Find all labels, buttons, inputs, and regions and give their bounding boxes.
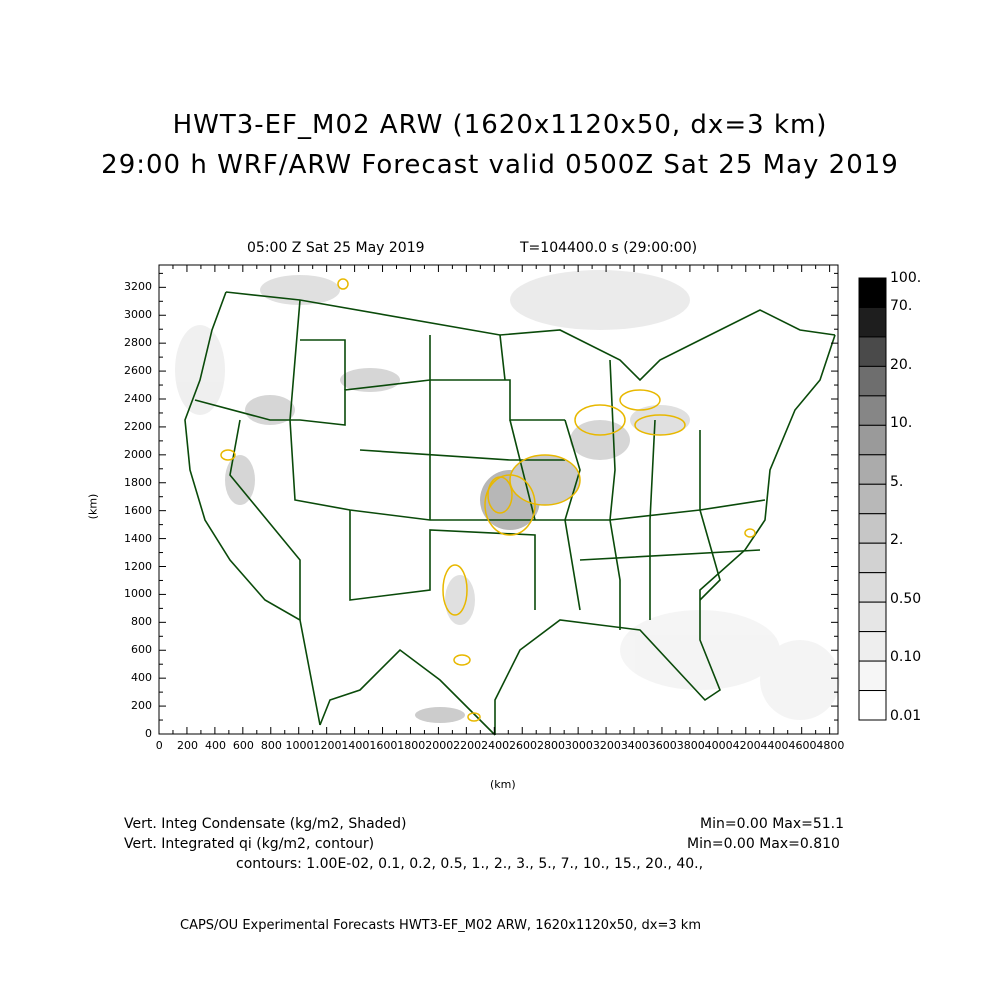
colorbar-swatch xyxy=(858,277,887,308)
x-tick-label: 3800 xyxy=(676,739,705,752)
x-axis-label: (km) xyxy=(490,778,516,791)
field1-range: Min=0.00 Max=51.1 xyxy=(700,816,845,832)
y-tick-label: 1600 xyxy=(124,503,152,517)
x-tick-label: 1800 xyxy=(397,739,426,752)
colorbar-label: 2. xyxy=(890,532,904,548)
x-tick-label: 200 xyxy=(177,739,199,752)
colorbar-swatch xyxy=(858,306,887,338)
y-tick-label: 0 xyxy=(145,727,152,740)
x-tick-label: 4400 xyxy=(760,739,789,752)
x-tick-label: 800 xyxy=(260,739,282,752)
x-tick-label: 3200 xyxy=(592,739,621,752)
x-tick-label: 4000 xyxy=(704,739,733,752)
colorbar-swatch xyxy=(858,542,887,574)
title-line-2: 29:00 h WRF/ARW Forecast valid 0500Z Sat… xyxy=(101,150,899,180)
colorbar-label: 10. xyxy=(890,415,913,431)
y-tick-label: 1000 xyxy=(124,587,152,601)
y-tick-label: 2600 xyxy=(124,364,152,378)
y-tick-label: 1400 xyxy=(124,531,152,545)
colorbar-swatch xyxy=(858,513,887,544)
colorbar-swatch xyxy=(858,660,887,692)
y-tick-label: 3000 xyxy=(124,308,152,322)
x-tick-label: 0 xyxy=(155,739,163,752)
colorbar-swatch xyxy=(858,395,887,426)
y-axis-label: (km) xyxy=(86,493,100,520)
condensate-shading xyxy=(175,270,840,723)
colorbar-label: 0.10 xyxy=(890,649,922,665)
colorbar xyxy=(858,277,887,721)
x-tick-label: 1000 xyxy=(285,739,314,752)
field2-label: Vert. Integrated qi (kg/m2, contour) xyxy=(124,836,375,852)
colorbar-swatch xyxy=(858,572,887,603)
plot-model-time: T=104400.0 s (29:00:00) xyxy=(520,240,698,256)
colorbar-swatch xyxy=(858,483,887,515)
colorbar-label: 70. xyxy=(890,298,913,314)
x-tick-label: 3400 xyxy=(620,739,649,752)
x-tick-label: 2200 xyxy=(453,739,482,752)
title-line-1: HWT3-EF_M02 ARW (1620x1120x50, dx=3 km) xyxy=(172,110,828,140)
colorbar-swatch xyxy=(858,454,887,485)
y-tick-label: 2400 xyxy=(124,392,152,405)
colorbar-label: 0.01 xyxy=(890,708,922,724)
colorbar-label: 5. xyxy=(890,474,904,490)
contour-levels: contours: 1.00E-02, 0.1, 0.2, 0.5, 1., 2… xyxy=(236,856,704,872)
field1-label: Vert. Integ Condensate (kg/m2, Shaded) xyxy=(124,816,407,832)
x-tick-label: 400 xyxy=(204,739,226,752)
x-tick-label: 4600 xyxy=(788,739,817,752)
field2-range: Min=0.00 Max=0.810 xyxy=(687,836,840,852)
x-tick-label: 4800 xyxy=(816,739,845,752)
colorbar-swatch xyxy=(858,424,887,456)
colorbar-swatch xyxy=(858,601,887,633)
x-tick-label: 2800 xyxy=(536,739,565,752)
y-tick-label: 600 xyxy=(131,643,152,657)
qi-contours xyxy=(220,278,756,722)
y-tick-label: 3200 xyxy=(124,280,152,294)
x-tick-label: 1600 xyxy=(369,739,398,752)
x-tick-label: 2400 xyxy=(481,739,510,752)
x-tick-label: 2000 xyxy=(425,739,454,752)
x-tick-label: 1400 xyxy=(341,739,370,752)
y-tick-label: 200 xyxy=(131,699,152,713)
x-tick-label: 600 xyxy=(232,739,254,752)
y-tick-label: 2000 xyxy=(124,447,152,461)
y-tick-label: 2200 xyxy=(124,419,152,433)
colorbar-swatch xyxy=(858,631,887,662)
y-tick-label: 2800 xyxy=(124,336,152,350)
plot-frame xyxy=(158,264,839,735)
y-tick-label: 1200 xyxy=(124,559,152,573)
plot-valid-time: 05:00 Z Sat 25 May 2019 xyxy=(247,240,425,256)
y-tick-label: 1800 xyxy=(124,475,152,489)
colorbar-swatch xyxy=(858,365,887,397)
colorbar-label: 20. xyxy=(890,357,913,373)
colorbar-swatch xyxy=(858,690,887,721)
colorbar-swatch xyxy=(858,336,887,367)
colorbar-label: 0.50 xyxy=(890,591,922,607)
colorbar-label: 100. xyxy=(890,270,922,286)
x-tick-label: 4200 xyxy=(732,739,761,752)
credit-line: CAPS/OU Experimental Forecasts HWT3-EF_M… xyxy=(180,918,701,933)
x-tick-label: 1200 xyxy=(313,739,342,752)
y-tick-label: 400 xyxy=(131,671,152,685)
x-tick-label: 3600 xyxy=(648,739,677,752)
axis-ticks xyxy=(158,265,838,735)
x-tick-label: 3000 xyxy=(564,739,593,752)
x-tick-label: 2600 xyxy=(509,739,538,752)
state-borders xyxy=(184,291,836,736)
y-tick-label: 800 xyxy=(131,615,152,629)
